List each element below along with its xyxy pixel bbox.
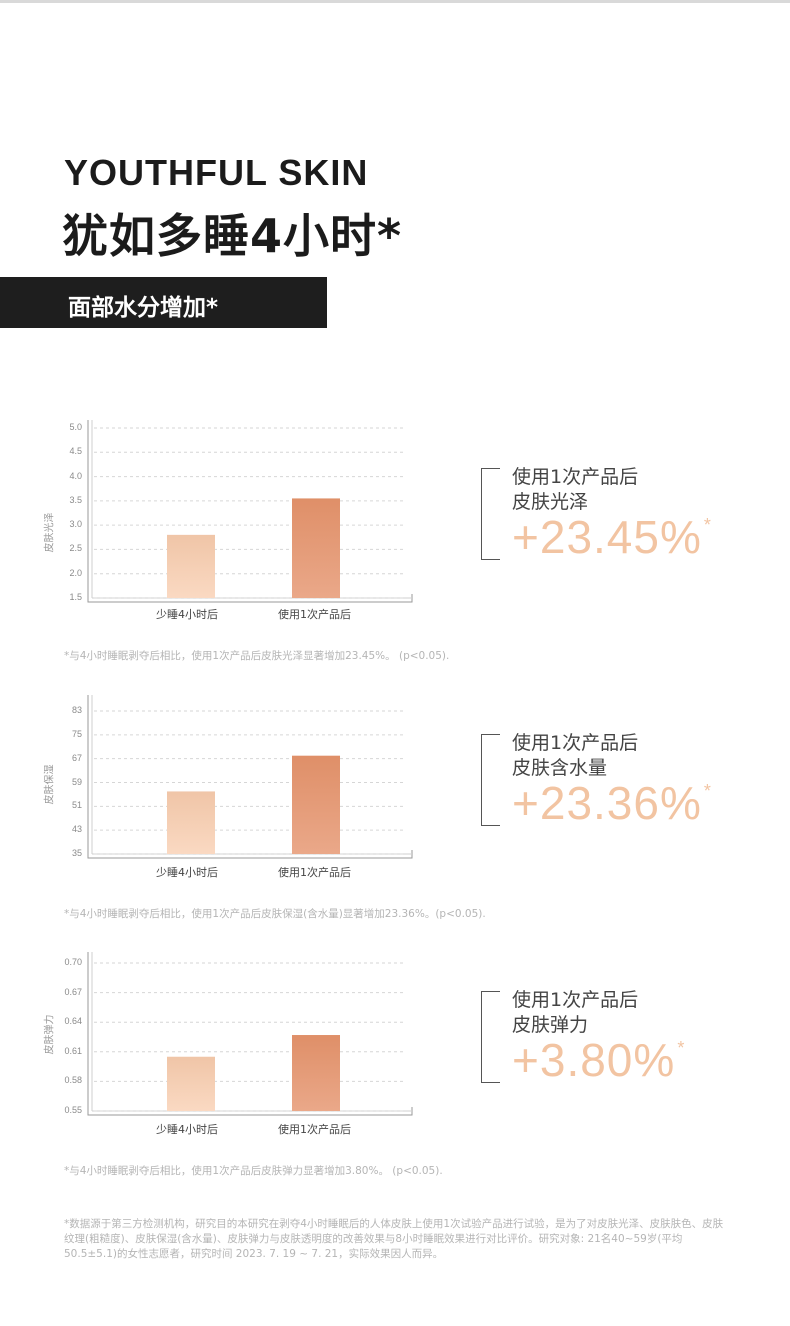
y-tick-label: 0.61: [64, 1045, 82, 1056]
y-tick-label: 3.0: [69, 519, 82, 530]
bar-after: [292, 498, 340, 598]
result-callout: 使用1次产品后 皮肤光泽 +23.45% *: [481, 466, 732, 563]
result-callout: 使用1次产品后 皮肤弹力 +3.80% *: [481, 989, 732, 1086]
callout-bracket-bottom: [482, 1082, 500, 1083]
y-tick-label: 2.5: [69, 543, 82, 554]
chart-svg: [87, 420, 413, 603]
callout-bracket-bottom: [482, 825, 500, 826]
percent-value: +23.45: [512, 511, 660, 563]
y-tick-label: 75: [71, 728, 82, 739]
axis-frame: [87, 695, 413, 859]
percent-unit: %: [633, 1034, 676, 1086]
category-label-before: 少睡4小时后: [156, 1123, 218, 1136]
chart-skin-gloss: 皮肤光泽 5.0 4.5 4.0 3.5 3.0 2.5 2.0 1.5 少睡4小时后 使用1…: [0, 415, 790, 670]
y-tick-label: 0.67: [64, 986, 82, 997]
chart-footnote-moisture: *与4小时睡眠剥夺后相比，使用1次产品后皮肤保湿(含水量)显著增加23.36%。…: [64, 908, 486, 920]
category-label-before: 少睡4小时后: [156, 608, 218, 621]
y-tick-label: 67: [71, 752, 82, 763]
y-tick-label: 2.0: [69, 567, 82, 578]
y-tick-label: 4.5: [69, 446, 82, 457]
y-tick-label: 4.0: [69, 470, 82, 481]
category-label-before: 少睡4小时后: [156, 866, 218, 879]
y-tick-label: 0.58: [64, 1075, 82, 1086]
percent-star: *: [677, 1038, 686, 1058]
y-tick-label: 0.70: [64, 957, 82, 967]
y-tick-label: 5.0: [69, 422, 82, 432]
callout-bracket-top: [482, 734, 500, 735]
callout-line2: 皮肤弹力: [512, 1014, 589, 1036]
y-tick-label: 51: [71, 800, 82, 811]
percent-unit: %: [659, 511, 702, 563]
chart-footnote-gloss: *与4小时睡眠剥夺后相比，使用1次产品后皮肤光泽显著增加23.45%。 (p<0…: [64, 650, 450, 662]
axis-frame: [87, 952, 413, 1116]
percent-unit: %: [659, 777, 702, 829]
y-tick-label: 0.64: [64, 1016, 82, 1027]
chart-footnote-elasticity: *与4小时睡眠剥夺后相比，使用1次产品后皮肤弹力显著增加3.80%。 (p<0.…: [64, 1165, 443, 1177]
result-callout: 使用1次产品后 皮肤含水量 +23.36% *: [481, 732, 732, 829]
page-title-en: YOUTHFUL SKIN: [64, 152, 369, 193]
bar-before: [167, 1056, 215, 1111]
bar-after: [292, 755, 340, 854]
callout-line1: 使用1次产品后: [512, 466, 639, 488]
y-tick-label: 0.55: [64, 1105, 82, 1115]
page-title-cn: 犹如多睡4小时*: [62, 209, 403, 263]
category-label-after: 使用1次产品后: [278, 866, 351, 879]
chart-svg: [87, 695, 413, 859]
study-disclaimer: *数据源于第三方检测机构，研究目的本研究在剥夺4小时睡眠后的人体皮肤上使用1次试…: [64, 1218, 724, 1260]
percent-star: *: [703, 515, 712, 535]
callout-line1: 使用1次产品后: [512, 989, 639, 1011]
y-tick-label: 83: [71, 705, 82, 715]
y-tick-label: 3.5: [69, 494, 82, 505]
y-tick-label: 35: [71, 848, 82, 858]
callout-bracket-top: [482, 468, 500, 469]
callout-line2: 皮肤光泽: [512, 491, 589, 513]
bar-before: [167, 534, 215, 598]
callout-percent: +23.45% *: [512, 510, 712, 564]
y-tick-label: 43: [71, 824, 82, 835]
y-tick-label: 59: [71, 776, 82, 787]
callout-bracket-top: [482, 991, 500, 992]
top-divider: [0, 0, 790, 3]
category-label-after: 使用1次产品后: [278, 1123, 351, 1136]
callout-percent: +3.80% *: [512, 1033, 685, 1087]
axis-frame: [87, 420, 413, 603]
percent-value: +3.80: [512, 1034, 634, 1086]
section-banner: 面部水分增加*: [0, 277, 327, 328]
percent-value: +23.36: [512, 777, 660, 829]
callout-line2: 皮肤含水量: [512, 757, 608, 779]
category-label-after: 使用1次产品后: [278, 608, 351, 621]
chart-svg: [87, 952, 413, 1116]
section-banner-label: 面部水分增加*: [68, 295, 219, 321]
callout-bracket-bottom: [482, 559, 500, 560]
y-tick-label: 1.5: [69, 592, 82, 602]
chart-skin-moisture: 皮肤保湿 83 75 67 59 51 43 35 少睡4小时后 使用1次产品后 使用1次产…: [0, 690, 790, 945]
percent-star: *: [703, 781, 712, 801]
callout-percent: +23.36% *: [512, 776, 712, 830]
bar-after: [292, 1035, 340, 1111]
bar-before: [167, 791, 215, 854]
callout-line1: 使用1次产品后: [512, 732, 639, 754]
chart-skin-elasticity: 皮肤弹力 0.70 0.67 0.64 0.61 0.58 0.55 少睡4小时后 使用1…: [0, 947, 790, 1202]
